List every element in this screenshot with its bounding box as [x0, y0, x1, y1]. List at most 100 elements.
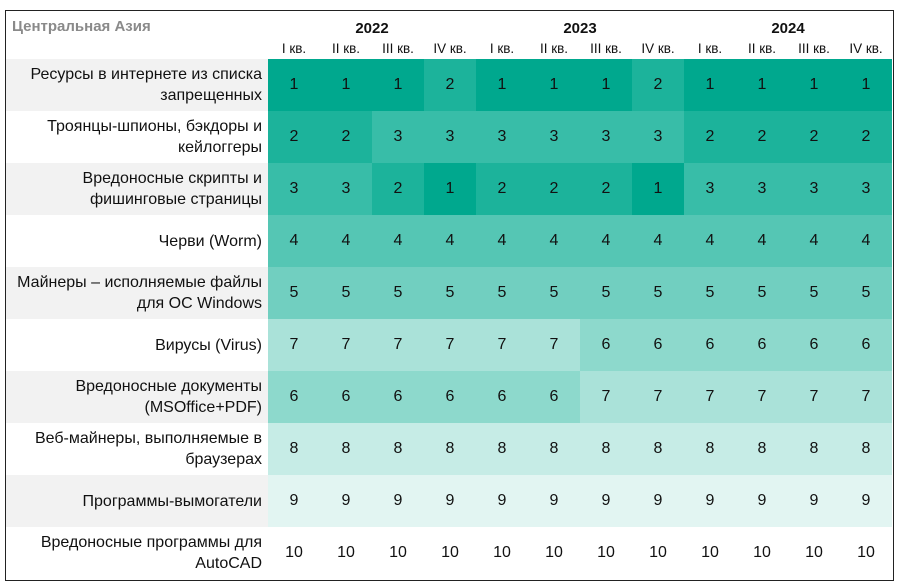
quarter-label: III кв. — [798, 41, 830, 56]
heatmap-cell: 3 — [840, 163, 892, 215]
quarter-label: I кв. — [697, 41, 723, 56]
year-label: 2024 — [771, 20, 805, 37]
heatmap-cell: 10 — [788, 527, 840, 579]
heatmap-cell: 2 — [372, 163, 424, 215]
heatmap-cell: 1 — [424, 163, 476, 215]
heatmap-cell: 1 — [476, 59, 528, 111]
quarter-label: III кв. — [382, 41, 414, 56]
heatmap-cell: 2 — [268, 111, 320, 163]
heatmap-cell: 3 — [372, 111, 424, 163]
quarter-label: II кв. — [331, 41, 361, 56]
heatmap-cell: 1 — [788, 59, 840, 111]
heatmap-cell: 6 — [840, 319, 892, 371]
heatmap-cell: 4 — [320, 215, 372, 267]
row-label: Майнеры – исполняемые файлы для ОС Windo… — [6, 267, 268, 319]
heatmap-cell: 1 — [840, 59, 892, 111]
heatmap-cell: 8 — [320, 423, 372, 475]
heatmap-cell: 9 — [684, 475, 736, 527]
heatmap-cell: 2 — [320, 111, 372, 163]
quarter-label: IV кв. — [849, 41, 883, 56]
heatmap-cell: 1 — [580, 59, 632, 111]
heatmap-cell: 5 — [476, 267, 528, 319]
heatmap-cell: 5 — [736, 267, 788, 319]
heatmap-cell: 1 — [736, 59, 788, 111]
heatmap-cell: 6 — [736, 319, 788, 371]
heatmap-cell: 3 — [476, 111, 528, 163]
heatmap-cell: 6 — [268, 371, 320, 423]
heatmap-cell: 5 — [840, 267, 892, 319]
heatmap-cell: 8 — [528, 423, 580, 475]
heatmap-cell: 3 — [268, 163, 320, 215]
heatmap-cell: 6 — [424, 371, 476, 423]
chart-frame — [5, 10, 894, 581]
row-label: Вирусы (Virus) — [6, 319, 268, 371]
heatmap-cell: 8 — [268, 423, 320, 475]
heatmap-cell: 10 — [684, 527, 736, 579]
heatmap-cell: 3 — [424, 111, 476, 163]
heatmap-cell: 5 — [788, 267, 840, 319]
year-label: 2023 — [563, 20, 597, 37]
heatmap-cell: 8 — [788, 423, 840, 475]
row-label: Программы-вымогатели — [6, 475, 268, 527]
heatmap-cell: 9 — [632, 475, 684, 527]
heatmap-cell: 4 — [528, 215, 580, 267]
heatmap-cell: 6 — [788, 319, 840, 371]
heatmap-cell: 5 — [528, 267, 580, 319]
heatmap-cell: 2 — [632, 59, 684, 111]
heatmap-cell: 10 — [632, 527, 684, 579]
heatmap-cell: 10 — [424, 527, 476, 579]
heatmap-cell: 8 — [736, 423, 788, 475]
heatmap-cell: 10 — [372, 527, 424, 579]
heatmap-cell: 4 — [788, 215, 840, 267]
heatmap-cell: 2 — [840, 111, 892, 163]
heatmap-cell: 2 — [424, 59, 476, 111]
heatmap-cell: 8 — [684, 423, 736, 475]
quarter-label: I кв. — [281, 41, 307, 56]
heatmap-cell: 8 — [424, 423, 476, 475]
heatmap-cell: 7 — [372, 319, 424, 371]
heatmap-cell: 9 — [320, 475, 372, 527]
heatmap-cell: 5 — [424, 267, 476, 319]
heatmap-cell: 3 — [528, 111, 580, 163]
heatmap-cell: 10 — [320, 527, 372, 579]
heatmap-cell: 10 — [268, 527, 320, 579]
heatmap-cell: 7 — [840, 371, 892, 423]
heatmap-cell: 8 — [840, 423, 892, 475]
heatmap-cell: 6 — [476, 371, 528, 423]
quarter-label: II кв. — [539, 41, 569, 56]
heatmap-cell: 1 — [268, 59, 320, 111]
heatmap-cell: 5 — [684, 267, 736, 319]
heatmap-cell: 2 — [476, 163, 528, 215]
row-label: Вредоносные документы (MSOffice+PDF) — [6, 371, 268, 423]
heatmap-cell: 1 — [320, 59, 372, 111]
heatmap-cell: 4 — [424, 215, 476, 267]
heatmap-cell: 3 — [684, 163, 736, 215]
heatmap-cell: 9 — [268, 475, 320, 527]
heatmap-cell: 7 — [528, 319, 580, 371]
heatmap-cell: 5 — [372, 267, 424, 319]
heatmap-cell: 6 — [632, 319, 684, 371]
row-label: Вредоносные программы для AutoCAD — [6, 527, 268, 579]
heatmap-cell: 7 — [632, 371, 684, 423]
heatmap-cell: 1 — [632, 163, 684, 215]
heatmap-cell: 4 — [580, 215, 632, 267]
quarter-label: I кв. — [489, 41, 515, 56]
heatmap-cell: 10 — [840, 527, 892, 579]
heatmap-cell: 1 — [372, 59, 424, 111]
heatmap-cell: 7 — [424, 319, 476, 371]
heatmap-cell: 7 — [476, 319, 528, 371]
heatmap-cell: 10 — [476, 527, 528, 579]
heatmap-cell: 2 — [736, 111, 788, 163]
row-label: Веб-майнеры, выполняемые в браузерах — [6, 423, 268, 475]
heatmap-cell: 2 — [528, 163, 580, 215]
heatmap-cell: 4 — [476, 215, 528, 267]
heatmap-cell: 8 — [372, 423, 424, 475]
heatmap-cell: 6 — [580, 319, 632, 371]
quarter-label: II кв. — [747, 41, 777, 56]
quarter-label: III кв. — [590, 41, 622, 56]
heatmap-cell: 5 — [632, 267, 684, 319]
heatmap-cell: 10 — [580, 527, 632, 579]
heatmap-cell: 1 — [684, 59, 736, 111]
heatmap-cell: 9 — [580, 475, 632, 527]
